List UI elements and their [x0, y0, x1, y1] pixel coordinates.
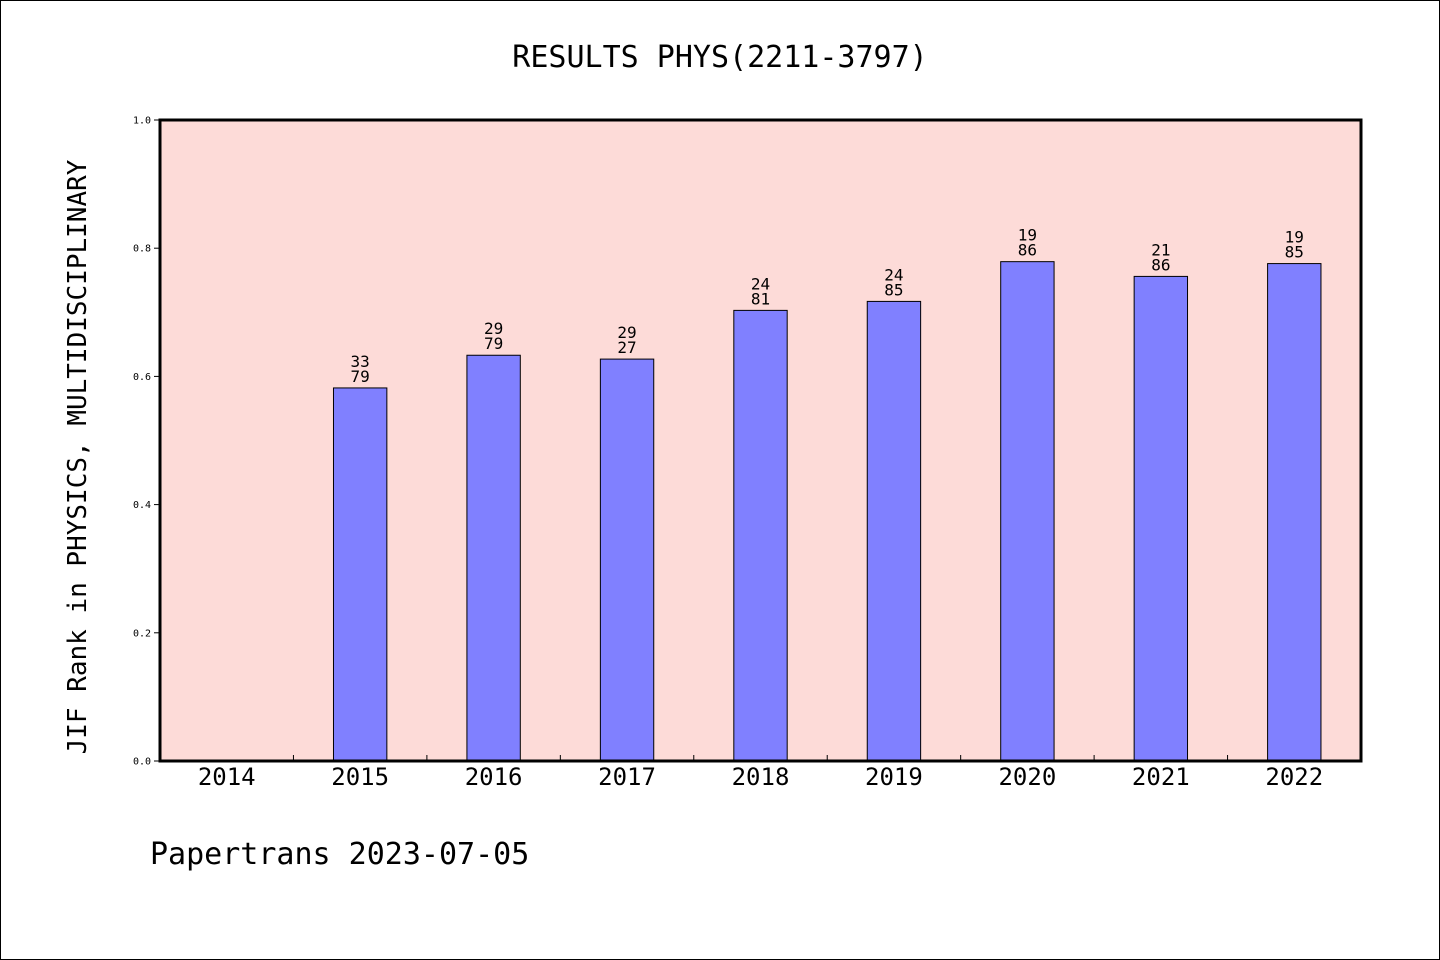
bar-label-rank: 24	[751, 274, 770, 293]
bar-label-percentile: 86	[1018, 241, 1037, 260]
y-tick-label: 0.4	[133, 500, 151, 511]
x-tick-label: 2017	[598, 763, 656, 791]
bar	[1000, 261, 1055, 762]
bar-label-percentile: 86	[1151, 255, 1170, 274]
bar-label-rank: 19	[1018, 226, 1037, 245]
x-axis: 2014 2015 2016 2017 2018 2019 2020 2021 2022	[198, 755, 1323, 791]
plot-border	[158, 118, 1363, 763]
x-tick-label: 2015	[331, 763, 389, 791]
x-tick-label: 2020	[998, 763, 1056, 791]
bar-label-rank: 19	[1285, 228, 1304, 247]
y-tick-label: 0.0	[133, 757, 151, 768]
bar-label-rank: 29	[484, 319, 503, 338]
y-axis: 0.0 0.2 0.4 0.6 0.8 1.0	[133, 116, 160, 768]
bar	[466, 354, 521, 762]
bar-label-percentile: 81	[751, 289, 770, 308]
bar	[866, 300, 922, 762]
bar-label-percentile: 27	[617, 338, 636, 357]
y-tick-label: 0.8	[133, 244, 151, 255]
y-axis-label: JIF Rank in PHYSICS, MULTIDISCIPLINARY	[63, 159, 93, 754]
bar	[1267, 263, 1322, 762]
bar	[332, 387, 388, 762]
y-tick-label: 1.0	[133, 116, 151, 127]
chart-title: RESULTS PHYS(2211-3797)	[512, 40, 927, 75]
x-tick-label: 2022	[1265, 763, 1323, 791]
x-tick-label: 2016	[465, 763, 523, 791]
y-tick-label: 0.6	[133, 372, 151, 383]
bar-label-rank: 21	[1151, 240, 1170, 259]
y-tick-label: 0.2	[133, 628, 151, 639]
x-tick-label: 2018	[732, 763, 790, 791]
x-tick-label: 2021	[1132, 763, 1190, 791]
footer-text: Papertrans 2023-07-05	[150, 837, 529, 872]
bar-label-rank: 33	[351, 352, 370, 371]
bar	[1133, 275, 1189, 762]
x-tick-label: 2014	[198, 763, 256, 791]
bar-label-percentile: 79	[351, 367, 370, 386]
bar	[599, 358, 655, 762]
bars-layer	[332, 261, 1322, 762]
bar-label-percentile: 85	[884, 280, 903, 299]
bar	[733, 309, 788, 762]
bar-label-percentile: 79	[484, 334, 503, 353]
bar-label-rank: 24	[884, 265, 903, 284]
bar-label-percentile: 85	[1285, 243, 1304, 262]
bar-label-rank: 29	[617, 323, 636, 342]
x-tick-label: 2019	[865, 763, 923, 791]
